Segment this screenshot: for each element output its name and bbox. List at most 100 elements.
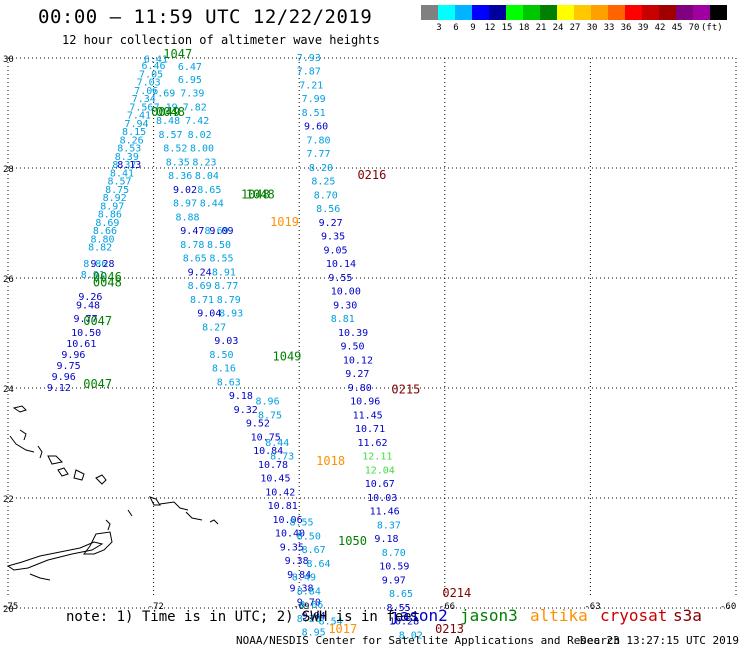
wave-height-value: 9.38 — [289, 584, 313, 595]
wave-height-value: 9.28 — [91, 259, 115, 270]
scale-swatch — [506, 5, 523, 20]
wave-height-value: 8.65 — [197, 185, 221, 196]
generated-timestamp: Dec 23 13:27:15 UTC 2019 — [580, 634, 739, 647]
wave-height-value: 9.24 — [188, 267, 212, 278]
wave-height-value: 9.27 — [345, 369, 369, 380]
wave-height-value: 9.97 — [382, 575, 406, 586]
legend-jason2: jason2 — [390, 606, 448, 625]
caribbean-islands — [6, 405, 219, 581]
wave-height-value: 10.75 — [251, 432, 281, 443]
wave-height-value: 8.37 — [377, 520, 401, 531]
lon-tick-label: -72 — [148, 602, 164, 612]
wave-height-value: 7.03 — [137, 78, 161, 89]
credit-line: NOAA/NESDIS Center for Satellite Applica… — [236, 634, 621, 647]
wave-height-value: 7.69 — [151, 89, 175, 100]
scale-label: 9 — [470, 23, 476, 33]
lat-lon-grid: 302826242220-75-72-69-66-63-60 — [2, 55, 737, 615]
wave-height-value: 8.92 — [103, 193, 127, 204]
wave-height-value: 8.36 — [168, 171, 192, 182]
wave-height-value: 8.93 — [219, 309, 243, 320]
wave-height-value: 9.05 — [323, 245, 347, 256]
wave-height-value: 8.84 — [297, 586, 321, 597]
wave-height-value: 9.35 — [280, 542, 304, 553]
wave-height-value: 11.62 — [357, 438, 387, 449]
wave-height-value: 6.46 — [141, 61, 165, 72]
wave-height-value: 8.27 — [202, 322, 226, 333]
wave-height-value: 9.18 — [374, 534, 398, 545]
wave-height-value: 8.88 — [175, 212, 199, 223]
wave-height-value: 9.27 — [319, 218, 343, 229]
wave-height-value: 8.28 — [297, 614, 321, 625]
scale-swatch — [557, 5, 574, 20]
wave-height-value: 6.95 — [178, 75, 202, 86]
wave-height-value: 8.86 — [83, 259, 107, 270]
wave-height-value: 10.59 — [379, 562, 409, 573]
wave-height-value: 8.57 — [107, 177, 131, 188]
wave-height-value: 9.70 — [297, 597, 321, 608]
scale-swatch — [642, 5, 659, 20]
wave-height-value: 10.81 — [268, 501, 298, 512]
scale-label: (ft) — [701, 23, 723, 33]
wave-height-value: 9.35 — [321, 232, 345, 243]
lon-tick-label: -69 — [293, 602, 309, 612]
wave-height-value: 11.45 — [353, 410, 383, 421]
wave-height-value: 7.39 — [180, 89, 204, 100]
scale-swatch — [676, 5, 693, 20]
wave-height-value: 9.52 — [246, 419, 270, 430]
wave-height-value: 7.21 — [299, 80, 323, 91]
wave-height-value: 8.37 — [112, 160, 136, 171]
scale-swatch — [574, 5, 591, 20]
scale-label: 12 — [484, 23, 496, 33]
wave-height-value: 10.78 — [258, 460, 288, 471]
wave-height-value: 8.95 — [302, 628, 326, 639]
wave-height-value: 10.28 — [389, 617, 419, 628]
pass-time-label: 1048 — [241, 187, 270, 201]
map-title: 00:00 – 11:59 UTC 12/22/2019 — [38, 6, 373, 28]
wave-height-value: 9.18 — [229, 391, 253, 402]
wave-height-value: 8.02 — [399, 630, 423, 641]
wave-height-value: 7.87 — [297, 67, 321, 78]
scale-swatch — [608, 5, 625, 20]
wave-height-value: 8.97 — [100, 201, 124, 212]
wave-height-value: 8.35 — [166, 157, 190, 168]
scale-label: 24 — [552, 23, 564, 33]
wave-height-value: 7.99 — [302, 94, 326, 105]
wave-height-value: 7.34 — [132, 94, 156, 105]
scale-label: 15 — [501, 23, 513, 33]
pass-time-label: 1048 — [246, 187, 275, 201]
wave-height-value: 8.66 — [93, 226, 117, 237]
wave-height-value: 8.52 — [163, 144, 187, 155]
wave-height-value: 9.04 — [197, 309, 221, 320]
wave-height-value: 9.96 — [52, 372, 76, 383]
wave-height-value: 8.16 — [212, 364, 236, 375]
wave-height-value: 9.47 — [180, 226, 204, 237]
wave-height-value: 8.39 — [115, 152, 139, 163]
scale-swatch — [438, 5, 455, 20]
wave-height-value: 8.50 — [297, 531, 321, 542]
wave-height-value: 11.46 — [370, 507, 400, 518]
legend-altika: altika — [530, 606, 588, 625]
scale-label: 27 — [569, 23, 581, 33]
wave-height-value: 8.81 — [331, 314, 355, 325]
scale-label: 45 — [671, 23, 683, 33]
wave-height-value: 9.30 — [333, 300, 357, 311]
wave-height-value: 8.80 — [91, 234, 115, 245]
pass-time-label: 0216 — [357, 168, 386, 182]
scale-label: 30 — [586, 23, 598, 33]
wave-height-value: 8.49 — [292, 573, 316, 584]
pass-time-label: 1019 — [270, 215, 299, 229]
wave-height-value: 10.12 — [343, 355, 373, 366]
pass-time-label: 0047 — [83, 314, 112, 328]
scale-swatch — [523, 5, 540, 20]
wave-height-value: 9.77 — [74, 314, 98, 325]
pass-time-label: 0046 — [93, 270, 122, 284]
wave-height-value: 7.41 — [127, 111, 151, 122]
scale-label: 3 — [436, 23, 442, 33]
wave-height-value: 8.69 — [205, 226, 229, 237]
wave-height-value: 8.69 — [188, 281, 212, 292]
wave-height-value: 8.41 — [110, 168, 134, 179]
wave-height-value: 9.50 — [340, 342, 364, 353]
pass-time-label: 0213 — [435, 622, 464, 636]
wave-height-value: 8.70 — [382, 548, 406, 559]
